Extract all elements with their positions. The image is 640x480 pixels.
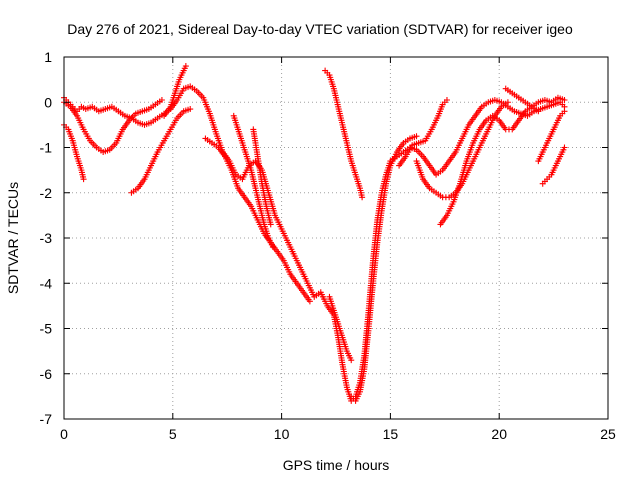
y-tick-label: -7 [40, 411, 53, 427]
y-tick-label: 1 [44, 49, 52, 65]
data-point [267, 221, 274, 228]
data-point [413, 133, 420, 140]
series-arc-5 [161, 63, 189, 119]
data-point [187, 106, 194, 113]
series-arc-8 [250, 126, 274, 228]
data-point [561, 108, 568, 115]
y-tick-label: -5 [40, 321, 53, 337]
data-point [443, 96, 450, 103]
y-tick-label: -1 [40, 140, 53, 156]
data-point [306, 298, 313, 305]
data-point [359, 194, 366, 201]
axes: 0 5 10 15 20 25 -7 -6 -5 -4 -3 -2 -1 0 1 [40, 49, 616, 442]
series-arc-12 [396, 96, 450, 169]
x-tick-label: 20 [491, 426, 507, 442]
series-arc-9 [322, 67, 366, 201]
data-point [561, 96, 568, 103]
x-axis-label: GPS time / hours [283, 457, 390, 473]
series-arc-7 [230, 112, 276, 251]
series-arc-13 [413, 99, 511, 201]
data-point [182, 63, 189, 70]
data-point [348, 357, 355, 364]
data-point [504, 99, 511, 106]
y-tick-label: 0 [44, 94, 52, 110]
y-tick-label: -6 [40, 366, 53, 382]
series-arc-1 [61, 83, 568, 404]
y-tick-label: -2 [40, 185, 53, 201]
y-axis-label: SDTVAR / TECUs [5, 182, 21, 294]
data-point [269, 244, 276, 251]
data-point [158, 96, 165, 103]
x-tick-label: 10 [274, 426, 290, 442]
x-tick-label: 5 [169, 426, 177, 442]
series-arc-14 [437, 94, 568, 228]
x-tick-label: 15 [383, 426, 399, 442]
series-arc-3 [61, 96, 165, 156]
data-point [535, 108, 542, 115]
series-arc-2 [61, 121, 87, 183]
y-tick-label: -4 [40, 275, 53, 291]
data-point [561, 144, 568, 151]
series-arc-4 [128, 106, 194, 196]
x-tick-label: 25 [600, 426, 616, 442]
y-tick-label: -3 [40, 230, 53, 246]
series-arc-11 [348, 133, 420, 404]
series-arc-10 [326, 293, 355, 364]
x-tick-label: 0 [60, 426, 68, 442]
chart-title: Day 276 of 2021, Sidereal Day-to-day VTE… [67, 21, 573, 37]
series-arc-16 [535, 108, 568, 165]
series-arc-17 [539, 144, 568, 187]
data-point [80, 176, 87, 183]
plot-area [61, 63, 568, 404]
series-arc-15 [502, 85, 542, 115]
